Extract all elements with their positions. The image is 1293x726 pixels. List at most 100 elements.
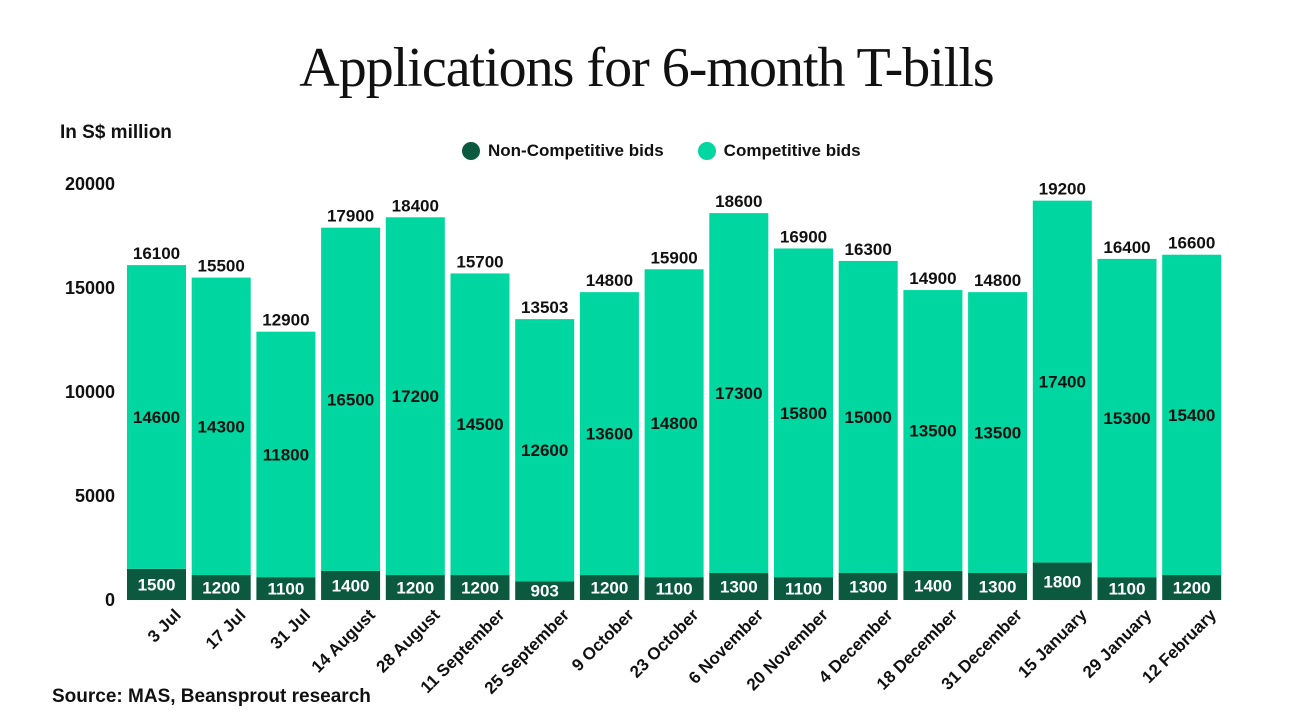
chart-title: Applications for 6-month T-bills bbox=[299, 37, 994, 99]
data-label-competitive: 15800 bbox=[780, 404, 827, 423]
legend-label-competitive: Competitive bids bbox=[723, 141, 861, 160]
legend-item-non-competitive: Non-Competitive bids bbox=[462, 141, 664, 161]
bar-segment-competitive bbox=[515, 319, 575, 582]
data-label-total: 13503 bbox=[521, 298, 568, 317]
data-label-competitive: 14300 bbox=[198, 417, 245, 436]
data-label-total: 18600 bbox=[715, 192, 762, 211]
bar-segment-competitive bbox=[127, 265, 186, 569]
bar-segment-non-competitive bbox=[385, 575, 445, 600]
data-label-non-competitive: 1100 bbox=[267, 580, 304, 599]
y-axis-label: In S$ million bbox=[60, 122, 172, 143]
data-label-total: 14800 bbox=[974, 271, 1021, 290]
data-label-total: 14900 bbox=[909, 269, 956, 288]
bar-segment-competitive bbox=[1032, 200, 1092, 563]
legend-label-non-competitive: Non-Competitive bids bbox=[488, 141, 664, 160]
data-label-competitive: 13500 bbox=[974, 424, 1021, 443]
y-tick-label: 0 bbox=[105, 590, 115, 610]
bar-segment-non-competitive bbox=[644, 577, 704, 600]
bar-segment-non-competitive bbox=[256, 577, 316, 600]
bar-segment-non-competitive bbox=[579, 575, 639, 600]
x-tick-label: 14 August bbox=[308, 605, 379, 676]
y-tick-label: 20000 bbox=[65, 174, 115, 194]
data-label-non-competitive: 1200 bbox=[396, 579, 434, 598]
legend-swatch-non-competitive bbox=[462, 142, 480, 160]
bar-segment-non-competitive bbox=[1032, 562, 1092, 600]
bar-segment-competitive bbox=[838, 260, 898, 573]
data-label-total: 16400 bbox=[1103, 238, 1150, 257]
data-label-total: 19200 bbox=[1039, 180, 1086, 199]
data-label-total: 16900 bbox=[780, 227, 827, 246]
data-label-competitive: 15000 bbox=[845, 408, 892, 427]
data-label-non-competitive: 1200 bbox=[202, 579, 240, 598]
bar-segment-competitive bbox=[1162, 254, 1222, 576]
data-label-competitive: 14600 bbox=[133, 408, 180, 427]
data-label-total: 18400 bbox=[392, 196, 439, 215]
source-note: Source: MAS, Beansprout research bbox=[52, 686, 371, 707]
data-label-total: 16300 bbox=[845, 240, 892, 259]
y-tick-label: 15000 bbox=[65, 278, 115, 298]
data-label-non-competitive: 1300 bbox=[720, 577, 758, 596]
data-label-non-competitive: 1400 bbox=[332, 576, 370, 595]
bar-segment-non-competitive bbox=[838, 572, 898, 600]
data-label-non-competitive: 1200 bbox=[590, 579, 628, 598]
data-label-non-competitive: 1800 bbox=[1043, 572, 1081, 591]
bar-segment-competitive bbox=[579, 292, 639, 576]
data-label-competitive: 17200 bbox=[392, 387, 439, 406]
bar-segment-competitive bbox=[774, 248, 833, 578]
data-label-competitive: 11800 bbox=[263, 445, 309, 464]
bar-segment-competitive bbox=[321, 227, 381, 571]
data-label-competitive: 17400 bbox=[1039, 373, 1086, 392]
data-label-competitive: 15300 bbox=[1103, 409, 1150, 428]
data-label-non-competitive: 1400 bbox=[914, 576, 952, 595]
data-label-non-competitive: 1300 bbox=[979, 577, 1017, 596]
bar-segment-non-competitive bbox=[515, 581, 575, 600]
data-label-non-competitive: 1100 bbox=[656, 580, 693, 599]
bar-segment-non-competitive bbox=[321, 570, 381, 600]
bar-segment-competitive bbox=[709, 213, 769, 573]
data-label-total: 14800 bbox=[586, 271, 633, 290]
bar-segment-non-competitive bbox=[191, 575, 251, 600]
data-label-non-competitive: 1100 bbox=[1109, 580, 1146, 599]
data-label-non-competitive: 1200 bbox=[1173, 579, 1211, 598]
data-label-competitive: 16500 bbox=[327, 390, 374, 409]
data-label-total: 15900 bbox=[650, 248, 697, 267]
data-label-total: 15700 bbox=[456, 252, 503, 271]
legend-item-competitive: Competitive bids bbox=[697, 141, 861, 161]
bar-segment-non-competitive bbox=[1162, 575, 1222, 600]
data-label-total: 12900 bbox=[262, 311, 309, 330]
data-label-total: 15500 bbox=[198, 257, 245, 276]
legend: Non-Competitive bids Competitive bids bbox=[462, 141, 895, 161]
bar-segment-non-competitive bbox=[450, 575, 510, 600]
legend-swatch-competitive bbox=[697, 142, 716, 160]
x-tick-label: 31 Jul bbox=[267, 605, 315, 653]
bar-segment-competitive bbox=[903, 290, 963, 571]
bar-segment-non-competitive bbox=[968, 572, 1028, 600]
bar-segment-competitive bbox=[191, 277, 251, 576]
data-label-non-competitive: 1300 bbox=[849, 577, 887, 596]
bar-segment-competitive bbox=[256, 331, 316, 578]
data-label-total: 17900 bbox=[327, 207, 374, 226]
bar-segment-non-competitive bbox=[1097, 577, 1157, 600]
data-label-non-competitive: 1100 bbox=[785, 580, 822, 599]
data-label-competitive: 14800 bbox=[650, 414, 697, 433]
data-label-competitive: 14500 bbox=[456, 415, 503, 434]
x-tick-label: 9 October bbox=[568, 605, 638, 675]
data-label-competitive: 13500 bbox=[909, 421, 956, 440]
bar-segment-non-competitive bbox=[709, 572, 769, 600]
x-tick-label: 3 Jul bbox=[144, 605, 185, 646]
data-label-non-competitive: 1500 bbox=[138, 575, 176, 594]
data-label-non-competitive: 1200 bbox=[461, 579, 499, 598]
y-tick-label: 10000 bbox=[65, 382, 115, 402]
bar-segment-competitive bbox=[644, 269, 704, 578]
x-tick-label: 17 Jul bbox=[202, 605, 250, 653]
data-label-non-competitive: 903 bbox=[531, 582, 559, 601]
bar-segment-non-competitive bbox=[774, 577, 833, 600]
bar-segment-competitive bbox=[450, 273, 510, 576]
data-label-competitive: 17300 bbox=[715, 384, 762, 403]
bar-segment-competitive bbox=[968, 292, 1028, 573]
data-label-competitive: 13600 bbox=[586, 425, 633, 444]
data-label-competitive: 12600 bbox=[521, 441, 568, 460]
bar-segment-competitive bbox=[385, 217, 445, 576]
y-tick-label: 5000 bbox=[75, 486, 115, 506]
